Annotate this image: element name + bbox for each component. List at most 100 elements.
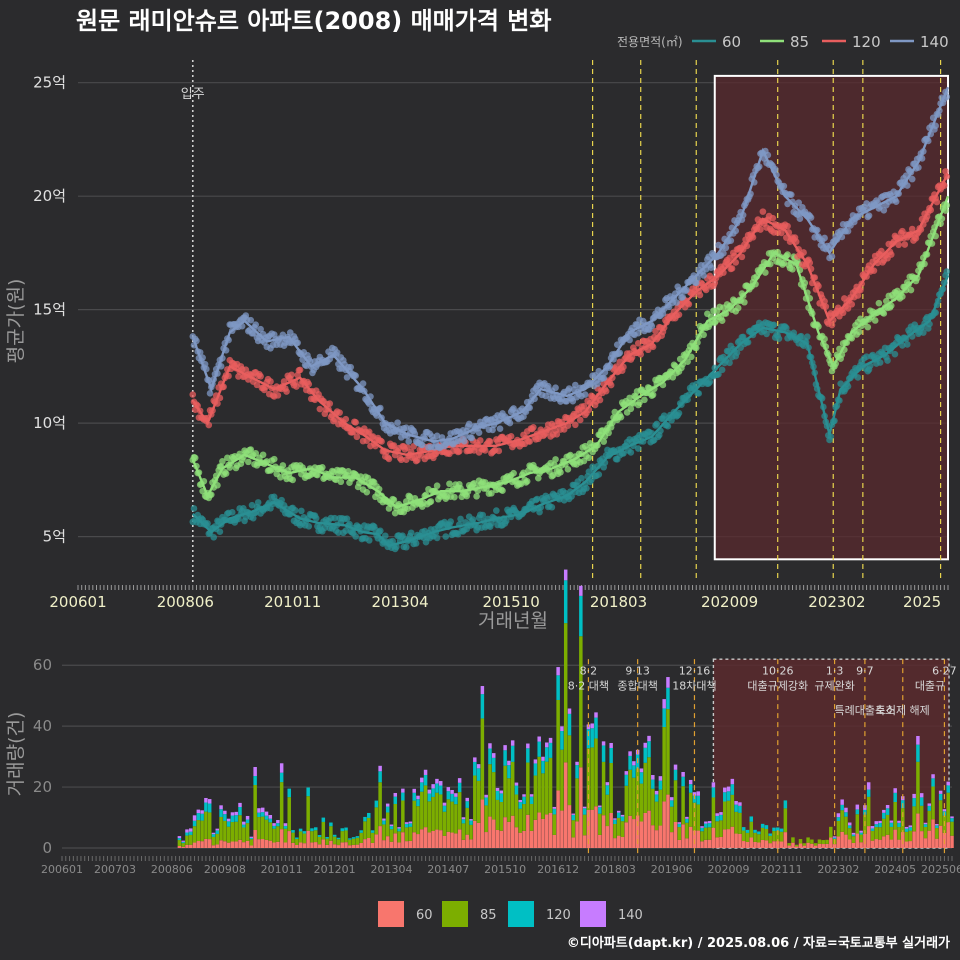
volume-bar-segment-85 bbox=[397, 831, 401, 843]
volume-bar-segment-140 bbox=[204, 797, 208, 803]
series-120-point bbox=[702, 286, 710, 294]
series-85-point bbox=[718, 317, 726, 325]
volume-bar-segment-140 bbox=[563, 569, 568, 581]
volume-bar-segment-85 bbox=[704, 827, 708, 840]
volume-bar-segment-60 bbox=[639, 821, 644, 848]
series-85-point bbox=[780, 259, 788, 267]
volume-bar-segment-120 bbox=[552, 808, 557, 815]
volume-legend-label-85: 85 bbox=[480, 908, 497, 923]
volume-bar-segment-120 bbox=[927, 805, 932, 811]
volume-x-tick-label: 200806 bbox=[151, 863, 193, 876]
policy-name-label: 대출규제강화 bbox=[747, 680, 808, 693]
volume-bar-segment-60 bbox=[783, 832, 788, 848]
volume-bar-segment-85 bbox=[260, 816, 265, 840]
volume-bar-segment-60 bbox=[866, 826, 871, 848]
volume-bar-segment-85 bbox=[238, 815, 242, 840]
volume-bar-segment-120 bbox=[223, 814, 227, 821]
volume-bar-segment-85 bbox=[711, 797, 716, 828]
volume-legend-swatch-60 bbox=[378, 901, 404, 927]
volume-bar-segment-85 bbox=[298, 831, 303, 843]
volume-bar-segment-120 bbox=[688, 784, 693, 793]
volume-bar-segment-120 bbox=[291, 830, 295, 833]
series-85-point bbox=[617, 413, 625, 421]
series-120-point bbox=[530, 423, 537, 431]
policy-date-label: 10·26 bbox=[762, 664, 794, 677]
volume-bar-segment-140 bbox=[848, 822, 852, 826]
volume-bar-segment-85 bbox=[268, 822, 273, 841]
volume-bar-segment-85 bbox=[632, 777, 636, 820]
volume-bar-segment-85 bbox=[359, 832, 363, 843]
volume-bar-segment-60 bbox=[882, 836, 886, 848]
volume-bar-segment-120 bbox=[946, 785, 950, 793]
volume-bar-segment-120 bbox=[461, 819, 466, 824]
series-120-point bbox=[634, 340, 642, 347]
volume-bar-segment-85 bbox=[522, 804, 526, 831]
volume-bar-segment-120 bbox=[738, 805, 742, 813]
volume-bar-segment-140 bbox=[658, 776, 663, 781]
series-60-point bbox=[783, 324, 790, 332]
volume-bar-segment-140 bbox=[423, 769, 428, 775]
volume-bar-segment-140 bbox=[279, 763, 284, 773]
series-60-point bbox=[620, 450, 627, 457]
volume-bar-segment-85 bbox=[192, 826, 197, 843]
volume-bar-segment-60 bbox=[609, 812, 613, 848]
volume-bar-segment-120 bbox=[874, 824, 878, 828]
volume-bar-segment-60 bbox=[454, 833, 458, 848]
series-140-point bbox=[359, 380, 367, 387]
volume-bar-segment-60 bbox=[670, 832, 674, 848]
volume-x-tick-label: 202009 bbox=[708, 863, 750, 876]
volume-bar-segment-120 bbox=[700, 827, 704, 832]
series-60-point bbox=[412, 540, 420, 547]
series-140-point bbox=[465, 420, 473, 428]
volume-bar-segment-120 bbox=[401, 792, 405, 801]
volume-bar-segment-85 bbox=[662, 727, 666, 802]
volume-bar-segment-60 bbox=[946, 822, 950, 848]
volume-bar-segment-140 bbox=[264, 811, 269, 816]
volume-bar-segment-85 bbox=[912, 806, 916, 832]
volume-bar-segment-120 bbox=[571, 814, 576, 821]
volume-bar-segment-120 bbox=[287, 788, 291, 798]
volume-bar-segment-60 bbox=[450, 832, 454, 848]
volume-bar-segment-85 bbox=[616, 817, 621, 836]
volume-bar-segment-85 bbox=[427, 801, 432, 833]
volume-bar-segment-85 bbox=[226, 826, 231, 843]
volume-bar-segment-60 bbox=[563, 762, 568, 848]
volume-bar-segment-120 bbox=[639, 772, 644, 784]
volume-bar-segment-140 bbox=[730, 778, 735, 785]
volume-bar-segment-120 bbox=[526, 748, 530, 763]
volume-bar-segment-120 bbox=[446, 791, 451, 800]
volume-bar-segment-85 bbox=[783, 808, 788, 833]
volume-bar-segment-85 bbox=[919, 805, 924, 832]
volume-bar-segment-60 bbox=[632, 819, 636, 848]
series-60-point bbox=[407, 529, 415, 537]
volume-bar-segment-85 bbox=[848, 828, 852, 840]
series-85-point bbox=[700, 331, 707, 339]
volume-bar-segment-120 bbox=[579, 595, 583, 637]
volume-bar-segment-60 bbox=[200, 841, 204, 848]
volume-bar-segment-120 bbox=[359, 830, 363, 833]
series-85-point bbox=[784, 251, 791, 258]
volume-bar-segment-140 bbox=[567, 708, 572, 714]
series-60-point bbox=[493, 507, 500, 514]
volume-bar-segment-60 bbox=[745, 841, 750, 848]
volume-bar-segment-60 bbox=[685, 838, 689, 848]
volume-bar-segment-60 bbox=[662, 801, 666, 848]
volume-bar-segment-60 bbox=[919, 831, 924, 848]
volume-bar-segment-140 bbox=[215, 828, 220, 831]
volume-bar-segment-120 bbox=[601, 745, 606, 762]
volume-bar-segment-140 bbox=[632, 761, 636, 766]
volume-bar-segment-60 bbox=[885, 834, 890, 848]
volume-bar-segment-60 bbox=[794, 846, 799, 848]
volume-bar-segment-60 bbox=[757, 842, 761, 848]
volume-bar-segment-140 bbox=[582, 806, 587, 809]
volume-bar-segment-85 bbox=[768, 835, 772, 844]
series-85-point bbox=[319, 463, 326, 471]
volume-legend-swatch-120 bbox=[508, 901, 534, 927]
volume-bar-segment-120 bbox=[919, 797, 924, 806]
volume-y-tick-label: 40 bbox=[33, 717, 52, 735]
volume-bar-segment-120 bbox=[904, 828, 909, 832]
volume-bar-segment-120 bbox=[651, 779, 655, 789]
volume-bar-segment-120 bbox=[484, 797, 488, 806]
price-x-axis-label: 거래년월 bbox=[478, 610, 548, 632]
volume-bar-segment-60 bbox=[499, 830, 504, 848]
